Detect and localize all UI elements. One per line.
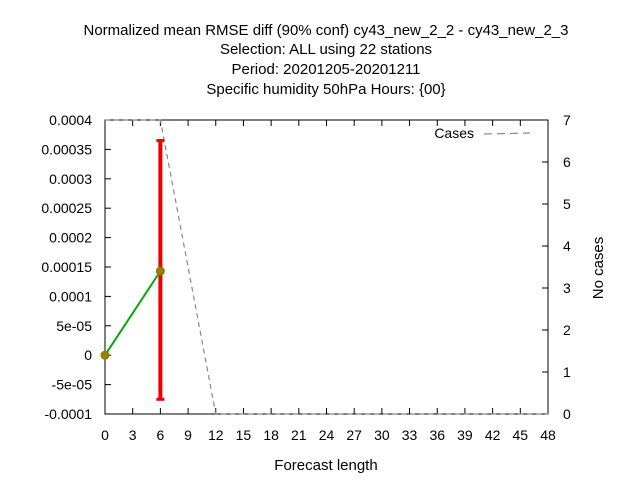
y2-tick-label: 2 (563, 322, 571, 338)
y-axis-ticks: 0.0004 0.00035 0.0003 0.00025 0.0002 0.00015 0… (41, 112, 111, 422)
title-line-4: Specific humidity 50hPa Hours: {00} (206, 81, 445, 98)
y2-tick-label: 3 (563, 280, 571, 296)
x-axis-ticks: 0 3 6 9 12 15 18 21 24 27 30 33 36 39 42 45 48 (101, 120, 556, 443)
y-tick-label: 0 (84, 347, 92, 363)
x-tick-label: 9 (184, 427, 192, 443)
y-tick-label: -0.0001 (45, 406, 93, 422)
x-tick-label: 18 (263, 427, 279, 443)
y-tick-label: 0.0004 (49, 112, 92, 128)
diff-point (100, 350, 110, 360)
chart-title: Normalized mean RMSE diff (90% conf) cy4… (84, 22, 569, 98)
title-line-3: Period: 20201205-20201211 (231, 61, 420, 78)
x-tick-label: 30 (374, 427, 390, 443)
y-tick-label: -5e-05 (52, 377, 93, 393)
y-tick-label: 0.0002 (49, 230, 92, 246)
x-tick-label: 0 (101, 427, 109, 443)
x-tick-label: 6 (156, 427, 164, 443)
legend: Cases (434, 125, 531, 141)
cases-series (105, 119, 548, 415)
diff-line (104, 270, 162, 356)
diff-point (155, 266, 165, 276)
y2-axis-ticks: 7 6 5 4 3 2 1 0 (542, 112, 571, 422)
y-tick-label: 0.00015 (41, 259, 92, 275)
y-tick-label: 0.0001 (49, 288, 92, 304)
x-tick-label: 15 (236, 427, 252, 443)
x-axis-label: Forecast length (274, 457, 377, 474)
y2-tick-label: 0 (563, 406, 571, 422)
cases-line (105, 119, 548, 415)
y2-tick-label: 7 (563, 112, 571, 128)
x-tick-label: 12 (208, 427, 224, 443)
x-tick-label: 3 (129, 427, 137, 443)
legend-label-cases: Cases (434, 125, 474, 141)
title-line-2: Selection: ALL using 22 stations (220, 41, 432, 58)
x-tick-label: 33 (402, 427, 418, 443)
y-tick-label: 0.00035 (41, 141, 92, 157)
title-line-1: Normalized mean RMSE diff (90% conf) cy4… (84, 22, 569, 39)
plot-frame (104, 119, 549, 415)
y2-axis-label: No cases (590, 237, 607, 300)
x-tick-label: 42 (485, 427, 501, 443)
y-tick-label: 0.00025 (41, 200, 92, 216)
y2-tick-label: 4 (563, 238, 571, 254)
y-tick-label: 0.0003 (49, 171, 92, 187)
x-tick-label: 39 (457, 427, 473, 443)
y-tick-label: 5e-05 (56, 318, 92, 334)
legend-swatch-cases (483, 132, 531, 135)
x-tick-label: 36 (429, 427, 445, 443)
y2-tick-label: 6 (563, 154, 571, 170)
y2-tick-label: 1 (563, 364, 571, 380)
x-tick-label: 24 (319, 427, 335, 443)
y2-tick-label: 5 (563, 196, 571, 212)
diff-series (100, 266, 165, 360)
x-tick-label: 21 (291, 427, 307, 443)
x-tick-label: 48 (540, 427, 556, 443)
x-tick-label: 45 (513, 427, 529, 443)
x-tick-label: 27 (346, 427, 362, 443)
